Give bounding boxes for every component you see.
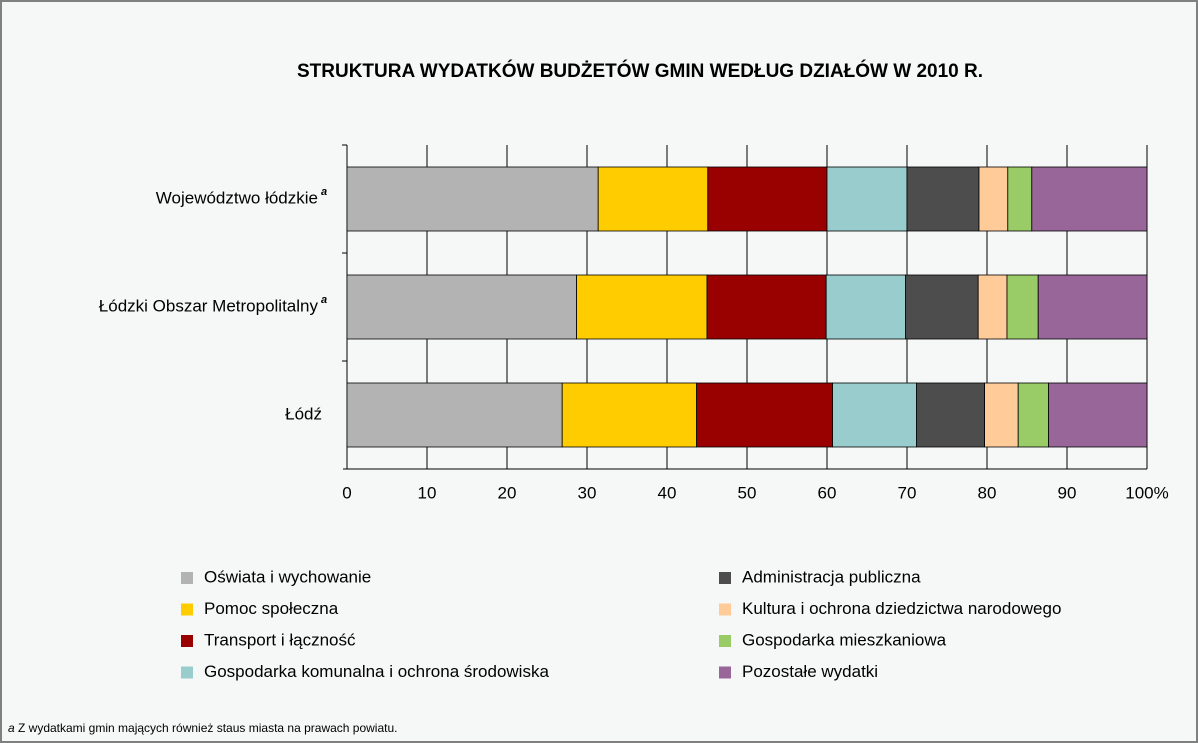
- bar-segment: [977, 274, 1008, 340]
- bar-segment: [561, 382, 698, 448]
- bar-segment: [1006, 274, 1039, 340]
- category-note: a: [321, 294, 327, 306]
- bar-segment: [1007, 166, 1033, 232]
- footnote: Z wydatkami gmin mających również staus …: [18, 721, 398, 735]
- legend-label: Transport i łączność: [204, 630, 356, 649]
- bar-segment: [696, 382, 833, 448]
- chart-title: STRUKTURA WYDATKÓW BUDŻETÓW GMIN WEDŁUG …: [297, 60, 983, 82]
- bar-segment: [1031, 166, 1148, 232]
- x-tick-label: 10: [418, 483, 437, 502]
- x-tick-label: 50: [738, 483, 757, 502]
- bar-segment: [905, 274, 979, 340]
- bar-segment: [978, 166, 1009, 232]
- bar-segment: [707, 166, 828, 232]
- legend-swatch: [719, 603, 731, 616]
- legend-label: Oświata i wychowanie: [204, 567, 371, 586]
- bar-segment: [1037, 274, 1148, 340]
- legend-label: Gospodarka mieszkaniowa: [742, 630, 947, 649]
- x-tick-label: 70: [898, 483, 917, 502]
- bar-segment: [706, 274, 827, 340]
- bar-segment: [576, 274, 708, 340]
- legend-label: Gospodarka komunalna i ochrona środowisk…: [204, 662, 549, 681]
- y-tick-label: Województwo łódzkie: [156, 188, 318, 207]
- legend-swatch: [181, 635, 193, 647]
- legend-swatch: [719, 635, 731, 647]
- x-tick-label: 80: [978, 483, 997, 502]
- legend-label: Kultura i ochrona dziedzictwa narodowego: [742, 599, 1061, 618]
- footnote-marker: a: [8, 721, 15, 735]
- category-note: a: [321, 186, 327, 198]
- y-tick-label: Łódź: [285, 404, 322, 423]
- bar-segment: [1048, 382, 1148, 448]
- bar-segment: [826, 166, 908, 232]
- bar-segment: [984, 382, 1019, 448]
- bar-segment: [825, 274, 906, 340]
- bar-segment: [346, 166, 599, 232]
- legend-label: Administracja publiczna: [742, 567, 921, 586]
- x-tick-label: 0: [342, 483, 351, 502]
- legend-swatch: [719, 572, 731, 584]
- legend-swatch: [181, 572, 193, 584]
- bar-segment: [906, 166, 980, 232]
- x-tick-label: 20: [498, 483, 517, 502]
- x-tick-label: 40: [658, 483, 677, 502]
- legend-label: Pomoc społeczna: [204, 599, 339, 618]
- legend-swatch: [181, 603, 193, 616]
- x-tick-label: 60: [818, 483, 837, 502]
- bar-segment: [346, 274, 578, 340]
- x-tick-label: 100%: [1125, 483, 1168, 502]
- bar-segment: [832, 382, 917, 448]
- legend-swatch: [719, 666, 731, 679]
- x-tick-label: 90: [1058, 483, 1077, 502]
- x-tick-label: 30: [578, 483, 597, 502]
- bar-segment: [597, 166, 709, 232]
- bar-segment: [916, 382, 985, 448]
- bar-segment: [1017, 382, 1050, 448]
- legend-label: Pozostałe wydatki: [742, 662, 878, 681]
- legend-swatch: [181, 666, 193, 679]
- y-tick-label: Łódzki Obszar Metropolitalny: [99, 296, 319, 315]
- bar-segment: [346, 382, 563, 448]
